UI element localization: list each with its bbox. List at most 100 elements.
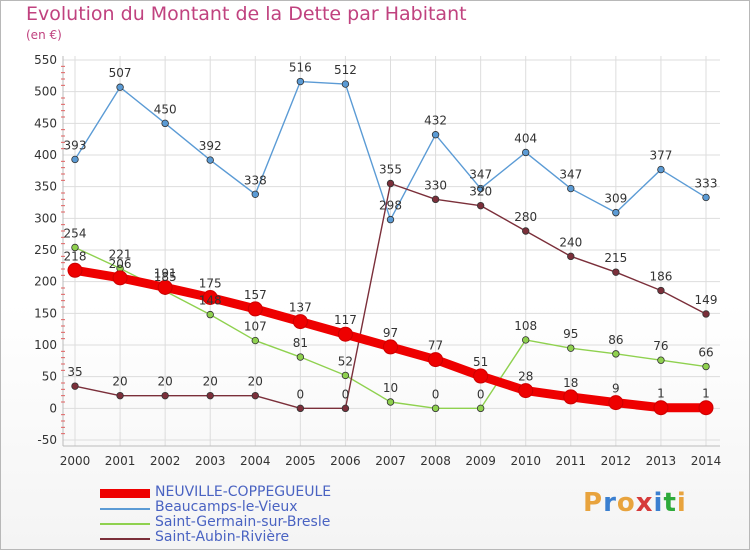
data-label: 450: [154, 102, 177, 116]
x-tick-label: 2004: [240, 454, 271, 468]
data-label: 175: [199, 277, 222, 291]
data-label: 309: [604, 192, 627, 206]
legend-label: Beaucamps-le-Vieux: [155, 499, 298, 515]
data-label-layer: 393 507 450 392 338 516 512 298 432 347 404 347 309 3…: [64, 61, 718, 402]
y-tick-label: 450: [34, 116, 57, 130]
point-Beaucamps-le-Vieux: [567, 184, 575, 193]
data-label: 117: [334, 313, 357, 327]
point-NEUVILLE-COPPEGUEULE: [473, 368, 489, 384]
x-tick-label: 2011: [556, 454, 587, 468]
data-label: 52: [338, 354, 353, 368]
point-Saint-Germain-sur-Bresle: [431, 404, 440, 413]
y-tick-label: -50: [37, 433, 57, 447]
point-Beaucamps-le-Vieux: [341, 80, 350, 88]
data-label: 0: [432, 387, 440, 401]
data-label: 9: [612, 382, 620, 396]
logo-letter: x: [635, 488, 654, 518]
logo-letter: i: [653, 488, 664, 518]
data-label: 240: [559, 235, 582, 249]
data-label: 95: [563, 327, 578, 341]
data-label: 185: [154, 270, 177, 284]
point-Beaucamps-le-Vieux: [476, 184, 485, 193]
point-Saint-Germain-sur-Bresle: [296, 353, 305, 361]
legend-label: Saint-Aubin-Rivière: [155, 529, 290, 545]
data-label: 77: [428, 339, 443, 353]
point-Saint-Germain-sur-Bresle: [567, 344, 575, 352]
point-Beaucamps-le-Vieux: [431, 131, 440, 139]
series-layer: [67, 77, 714, 416]
point-NEUVILLE-COPPEGUEULE: [653, 400, 669, 416]
data-label: 66: [698, 346, 713, 360]
point-Saint-Aubin-Rivière: [522, 227, 530, 235]
data-label: 215: [604, 251, 627, 265]
data-label: 516: [289, 61, 312, 75]
point-Beaucamps-le-Vieux: [161, 119, 169, 128]
y-tick-label: 400: [34, 148, 57, 162]
legend-swatch: [100, 489, 150, 498]
legend-label: NEUVILLE-COPPEGUEULE: [155, 484, 332, 500]
data-label: 10: [383, 381, 398, 395]
point-Saint-Germain-sur-Bresle: [702, 362, 710, 371]
data-label: 20: [248, 375, 263, 389]
data-label: 392: [199, 139, 222, 153]
x-tick-label: 2009: [465, 454, 496, 468]
data-label: 81: [293, 336, 308, 350]
point-Saint-Aubin-Rivière: [386, 179, 395, 188]
y-tick-label: 300: [34, 211, 57, 225]
data-label: 186: [649, 270, 672, 284]
data-label: 507: [109, 66, 132, 80]
legend-swatch: [100, 538, 150, 540]
data-label: 76: [653, 339, 668, 353]
y-tick-label: 500: [34, 85, 57, 99]
point-Saint-Aubin-Rivière: [431, 195, 440, 204]
point-Saint-Aubin-Rivière: [251, 391, 259, 400]
point-Saint-Germain-sur-Bresle: [206, 310, 214, 319]
point-NEUVILLE-COPPEGUEULE: [202, 290, 218, 305]
data-label: 20: [158, 375, 173, 389]
point-Saint-Germain-sur-Bresle: [71, 243, 79, 252]
logo-letter: t: [663, 488, 677, 518]
logo-letter: i: [676, 488, 687, 518]
axis-layer: -500501001502002503003504004505005502000…: [34, 53, 721, 468]
x-tick-label: 2008: [420, 454, 451, 468]
data-label: 35: [67, 365, 82, 379]
data-label: 0: [297, 387, 305, 401]
point-Saint-Aubin-Rivière: [296, 404, 305, 413]
data-label: 1: [702, 387, 710, 401]
point-NEUVILLE-COPPEGUEULE: [428, 352, 444, 368]
data-label: 137: [289, 301, 312, 315]
x-tick-label: 2007: [375, 454, 406, 468]
y-tick-label: 150: [34, 306, 57, 320]
point-Saint-Aubin-Rivière: [161, 391, 169, 400]
proxiti-logo: Proxiti: [583, 488, 687, 518]
y-tick-label: 550: [34, 53, 57, 67]
point-Beaucamps-le-Vieux: [702, 193, 710, 202]
data-label: 280: [514, 210, 537, 224]
data-label: 393: [64, 138, 87, 152]
point-Saint-Germain-sur-Bresle: [386, 398, 395, 406]
point-Saint-Aubin-Rivière: [206, 391, 214, 400]
x-tick-label: 2000: [60, 454, 91, 468]
point-Saint-Germain-sur-Bresle: [612, 350, 620, 358]
data-label: 330: [424, 178, 447, 192]
logo-letter: P: [583, 488, 604, 518]
data-label: 512: [334, 63, 357, 77]
data-label: 28: [518, 370, 533, 384]
point-NEUVILLE-COPPEGUEULE: [67, 262, 83, 278]
point-Beaucamps-le-Vieux: [386, 215, 395, 224]
data-label: 108: [514, 319, 537, 333]
y-tick-label: 250: [34, 243, 57, 257]
x-tick-label: 2002: [150, 454, 181, 468]
point-Saint-Aubin-Rivière: [341, 404, 350, 413]
x-tick-label: 2003: [195, 454, 226, 468]
x-tick-label: 2013: [646, 454, 677, 468]
data-label: 191: [154, 266, 177, 280]
point-NEUVILLE-COPPEGUEULE: [112, 270, 128, 286]
legend-swatch: [100, 523, 150, 525]
logo-letter: o: [616, 488, 636, 518]
point-Saint-Germain-sur-Bresle: [341, 371, 350, 380]
x-tick-label: 2012: [601, 454, 632, 468]
point-Saint-Germain-sur-Bresle: [522, 336, 530, 344]
point-Saint-Germain-sur-Bresle: [657, 356, 665, 364]
